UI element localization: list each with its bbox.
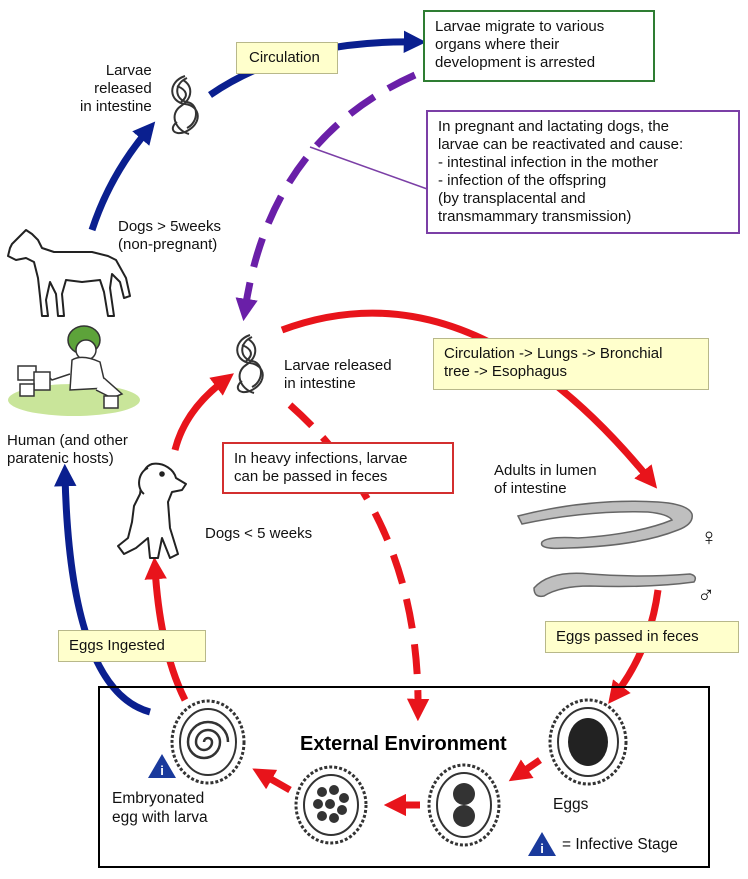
dogs-under-5-label: Dogs < 5 weeks: [205, 525, 313, 542]
infective-stage-icon: i: [148, 754, 176, 778]
arrow-egg2-to-egg1: [252, 768, 292, 794]
arrow-larvae-to-adults: [280, 309, 658, 489]
arrow-reactivation: [235, 71, 417, 322]
arrow-puppy-to-larvae: [171, 373, 234, 451]
adult-worm-male-icon: [533, 572, 697, 598]
egg-morula-icon: [294, 765, 368, 845]
eggs-passed-box: Eggs passed in feces: [545, 621, 739, 653]
adult-worm-female-icon: [516, 500, 693, 550]
arrow-heavy-infection: [287, 402, 430, 722]
infective-stage-label: = Infective Stage: [562, 836, 678, 853]
larvae-released-top-label: Larvae released in intestine: [80, 62, 152, 115]
eggs-ingested-box: Eggs Ingested: [58, 630, 206, 662]
egg-embryonated-icon: [170, 699, 246, 785]
larva-top-icon: [171, 75, 199, 135]
male-symbol: ♂: [697, 582, 715, 609]
human-hosts-label: Human (and other paratenic hosts): [7, 432, 128, 467]
embryonated-label: Embryonated egg with larva: [112, 790, 208, 826]
heavy-infections-box: In heavy infections, larvae can be passe…: [222, 442, 454, 494]
infective-stage-legend-icon: i: [528, 832, 556, 856]
larva-mid-icon: [236, 334, 264, 394]
circulation-lungs-box: Circulation -> Lungs -> Bronchial tree -…: [433, 338, 709, 390]
pregnant-dogs-box: In pregnant and lactating dogs, the larv…: [426, 110, 740, 234]
svg-text:i: i: [160, 763, 164, 778]
egg-two-cell-icon: [427, 763, 501, 847]
adults-lumen-label: Adults in lumen of intestine: [494, 462, 597, 497]
human-child-icon: [8, 325, 140, 416]
svg-text:i: i: [540, 841, 544, 856]
female-symbol: ♀: [700, 524, 718, 551]
external-environment-title: External Environment: [300, 733, 507, 755]
dogs-over-5-label: Dogs > 5weeks (non-pregnant): [118, 218, 221, 253]
arrow-dog-to-larvae: [88, 121, 156, 232]
external-environment-box: [98, 686, 710, 868]
dog-adult-icon: [7, 229, 131, 317]
larvae-released-mid-label: Larvae released in intestine: [284, 357, 392, 392]
circulation-box: Circulation: [236, 42, 338, 74]
egg-unembryonated-icon: [548, 698, 628, 786]
puppy-icon: [117, 462, 187, 559]
arrow-egg4-to-egg3: [508, 757, 542, 782]
purple-connector: [309, 146, 431, 191]
eggs-label: Eggs: [553, 796, 589, 813]
larvae-migrate-box: Larvae migrate to various organs where t…: [423, 10, 655, 82]
